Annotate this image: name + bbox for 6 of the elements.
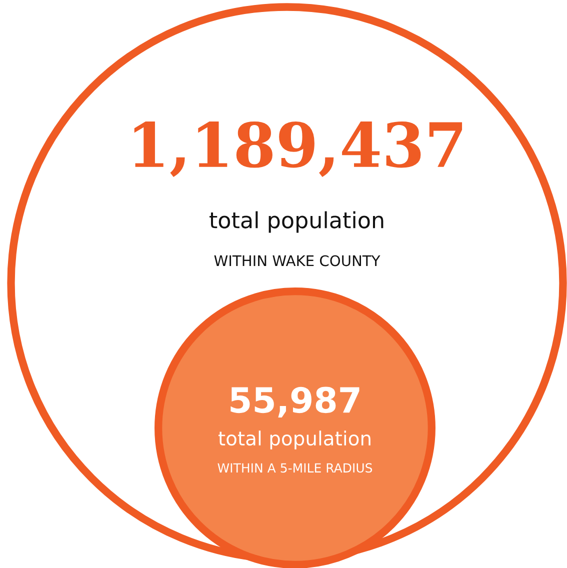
data-label: 1,189,437: [134, 122, 462, 177]
category-label: WITHIN A 5-MILE RADIUS: [218, 463, 372, 473]
data-label: 55,987: [230, 386, 360, 418]
text: total population: [210, 211, 384, 233]
category-label: WITHIN WAKE COUNTY: [214, 255, 380, 266]
text: total population: [218, 430, 370, 450]
